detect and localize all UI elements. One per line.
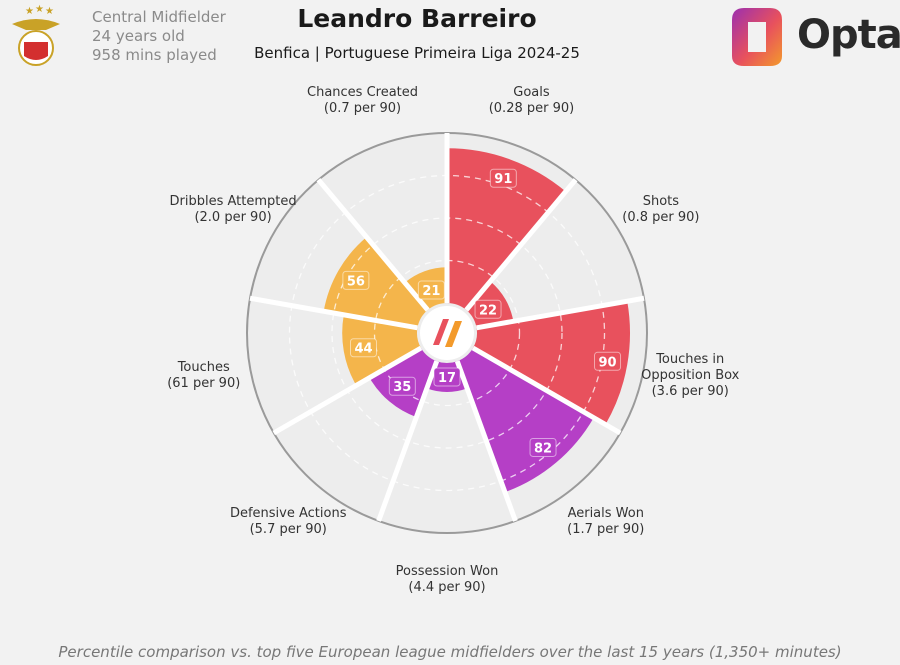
value-label: 22 — [479, 303, 497, 318]
category-name: Chances Created — [307, 84, 419, 100]
svg-text:★: ★ — [25, 6, 34, 17]
category-label: Dribbles Attempted (2.0 per 90) — [168, 194, 298, 226]
center-mark — [433, 319, 449, 345]
category-name: Aerials Won — [567, 506, 644, 522]
wedge — [323, 237, 428, 328]
value-label: 21 — [422, 284, 440, 299]
chart-subtitle: Benfica | Portuguese Primeira Liga 2024-… — [254, 44, 580, 62]
player-info: Central Midfielder 24 years old 958 mins p… — [92, 8, 226, 65]
category-name: Defensive Actions — [229, 506, 347, 522]
value-badge — [433, 367, 461, 387]
category-label: Possession Won (4.4 per 90) — [382, 564, 512, 596]
value-label: 91 — [494, 172, 512, 187]
value-badge — [529, 437, 557, 457]
value-label: 90 — [598, 355, 616, 370]
category-name: Goals — [513, 84, 550, 100]
category-label: Touches (61 per 90) — [139, 360, 269, 392]
category-per90: (2.0 per 90) — [194, 209, 272, 225]
sector-divider — [376, 360, 440, 522]
center-logo — [420, 306, 474, 360]
category-per90: (0.7 per 90) — [323, 100, 402, 116]
value-label: 44 — [354, 342, 372, 357]
wedge — [457, 348, 594, 493]
wedge — [472, 301, 631, 425]
club-crest: ★ ★ ★ — [12, 4, 60, 66]
sector-divider — [471, 345, 622, 436]
sector-divider — [316, 178, 430, 312]
category-label: Defensive Actions (5.7 per 90) — [223, 506, 353, 538]
value-badge — [388, 376, 416, 396]
category-label: Chances Created (0.7 per 90) — [298, 85, 428, 117]
category-label: Aerials Won (1.7 per 90) — [541, 506, 671, 538]
wedge — [447, 148, 566, 311]
player-info-line: Central Midfielder — [92, 8, 226, 26]
center-disc — [420, 306, 474, 360]
category-name: Dribbles Attempted — [169, 193, 297, 209]
svg-text:★: ★ — [45, 6, 54, 17]
category-name: Shots — [642, 193, 680, 209]
category-label: Touches in Opposition Box (3.6 per 90) — [625, 352, 755, 400]
player-info-line: 24 years old — [92, 27, 185, 45]
category-per90: (4.4 per 90) — [408, 580, 486, 595]
category-per90: (0.8 per 90) — [622, 209, 700, 225]
sector-divider — [249, 295, 418, 331]
value-label: 17 — [438, 371, 456, 386]
brand-name: Opta — [797, 12, 900, 58]
sector-divider — [272, 345, 423, 436]
value-badge — [474, 299, 502, 319]
value-badge — [342, 270, 370, 290]
wedge — [342, 314, 422, 386]
sector-divider — [454, 360, 518, 522]
category-name: Possession Won — [395, 564, 499, 579]
category-per90: (0.28 per 90) — [488, 100, 575, 116]
footnote: Percentile comparison vs. top five Europ… — [58, 643, 842, 661]
category-per90: (3.6 per 90) — [651, 383, 729, 399]
svg-text:★: ★ — [35, 4, 44, 15]
category-per90: (61 per 90) — [167, 375, 241, 391]
category-name: Touches in Opposition Box — [641, 351, 740, 383]
opta-logo-mark — [732, 8, 782, 66]
value-badge — [417, 280, 445, 300]
value-label: 56 — [347, 274, 365, 289]
value-label: 35 — [393, 380, 411, 395]
category-label: Goals (0.28 per 90) — [466, 85, 596, 117]
player-info-line: 958 mins played — [92, 46, 217, 64]
value-label: 82 — [534, 441, 552, 456]
center-mark — [445, 321, 462, 347]
category-per90: (5.7 per 90) — [249, 522, 327, 538]
category-per90: (1.7 per 90) — [567, 522, 645, 538]
sector-divider — [476, 295, 645, 331]
category-name: Touches — [177, 359, 230, 375]
value-badge — [349, 338, 377, 358]
chart-title: Leandro Barreiro — [297, 4, 537, 33]
value-badge — [489, 168, 517, 188]
sector-divider — [464, 178, 578, 312]
category-label: Shots (0.8 per 90) — [596, 194, 726, 226]
value-badge — [594, 351, 622, 371]
